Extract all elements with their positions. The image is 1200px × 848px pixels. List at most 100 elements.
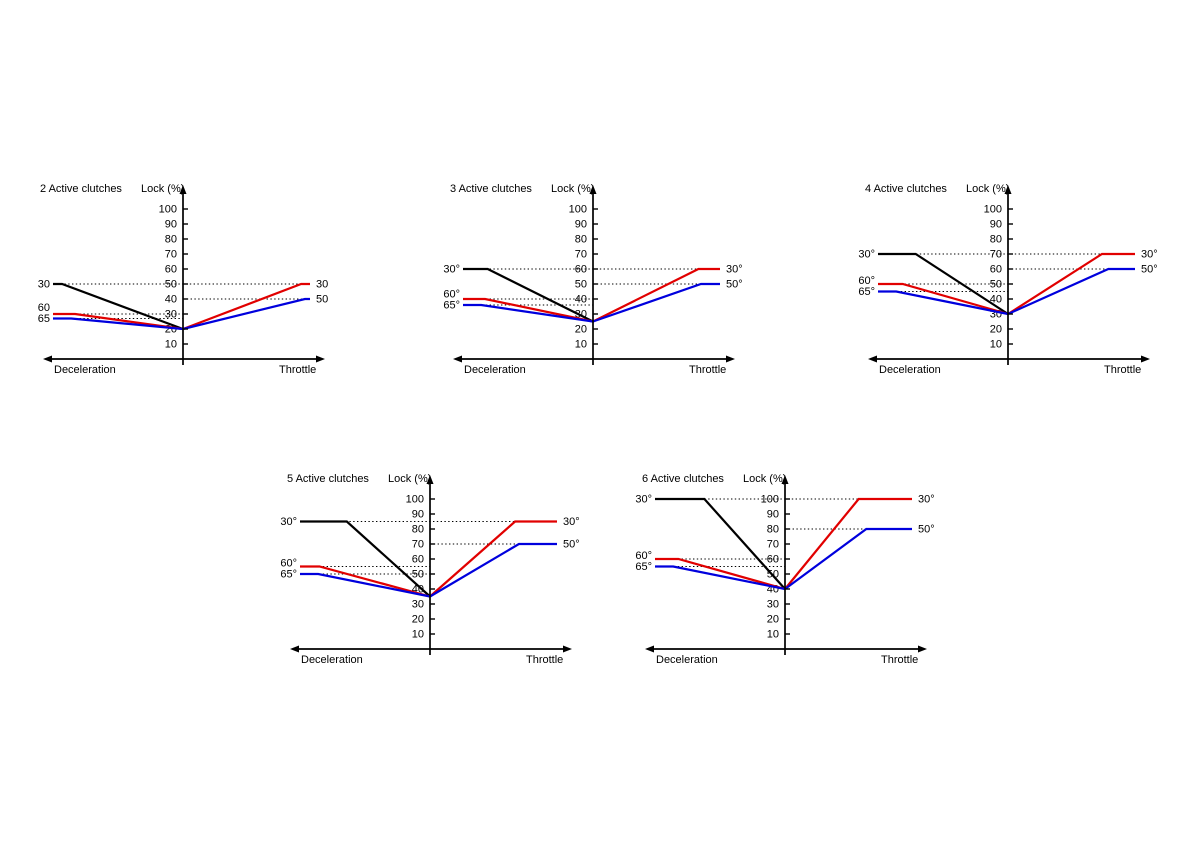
left-line-65deg <box>463 303 594 323</box>
chart-title: 4 Active clutches <box>865 183 947 195</box>
right-line-50deg <box>429 542 557 598</box>
left-line-65deg <box>655 565 786 591</box>
left-line-30deg <box>878 252 1009 315</box>
tick-label-80: 80 <box>412 524 424 536</box>
right-line-label-50deg: 50° <box>1141 264 1158 276</box>
left-line-30deg <box>300 520 431 598</box>
right-line-label-30deg: 30 <box>316 279 328 291</box>
left-line-label-65deg: 65° <box>443 300 460 312</box>
tick-label-50: 50 <box>575 279 587 291</box>
tick-label-30: 30 <box>767 599 779 611</box>
left-line-30deg <box>655 497 786 590</box>
x-axis-left-arrowhead <box>43 355 52 363</box>
tick-label-70: 70 <box>165 249 177 261</box>
chart-2-active-clutches: 2 Active clutches Lock (%) Deceleration … <box>33 180 363 385</box>
left-line-label-60deg: 60° <box>635 550 652 562</box>
right-line-label-30deg: 30° <box>918 494 935 506</box>
right-line-30deg <box>1007 252 1135 315</box>
tick-label-10: 10 <box>165 339 177 351</box>
left-line-label-60deg: 60° <box>858 275 875 287</box>
tick-label-40: 40 <box>990 294 1002 306</box>
left-line-label-30deg: 30° <box>280 516 297 528</box>
x-axis-right-arrowhead <box>726 355 735 363</box>
tick-label-70: 70 <box>575 249 587 261</box>
tick-label-100: 100 <box>569 204 587 216</box>
y-axis-arrowhead <box>1004 185 1012 194</box>
tick-label-90: 90 <box>990 219 1002 231</box>
x-axis-label-throttle: Throttle <box>1104 364 1142 376</box>
x-axis-left-arrowhead <box>645 645 654 653</box>
right-line-50deg <box>592 282 720 323</box>
right-line-label-50deg: 50° <box>726 279 743 291</box>
tick-label-10: 10 <box>767 629 779 641</box>
x-axis-label-deceleration: Deceleration <box>301 654 363 666</box>
chart-6-active-clutches: 6 Active clutches Lock (%) Deceleration … <box>635 470 965 675</box>
left-line-60deg <box>655 557 786 591</box>
tick-label-80: 80 <box>990 234 1002 246</box>
right-line-30deg <box>429 520 557 598</box>
tick-label-90: 90 <box>767 509 779 521</box>
left-line-60deg <box>300 565 431 598</box>
left-line-60deg <box>878 282 1009 316</box>
tick-label-90: 90 <box>412 509 424 521</box>
x-axis-label-throttle: Throttle <box>526 654 564 666</box>
left-line-30deg <box>463 267 594 323</box>
tick-label-20: 20 <box>575 324 587 336</box>
left-line-label-30deg: 30° <box>635 494 652 506</box>
left-line-label-60deg: 60° <box>280 558 297 570</box>
x-axis-label-deceleration: Deceleration <box>54 364 116 376</box>
right-line-label-30deg: 30° <box>726 264 743 276</box>
tick-label-10: 10 <box>412 629 424 641</box>
right-line-50deg <box>182 297 310 331</box>
tick-label-10: 10 <box>990 339 1002 351</box>
left-line-label-60deg: 60° <box>443 289 460 301</box>
tick-label-20: 20 <box>767 614 779 626</box>
chart-title: 2 Active clutches <box>40 183 122 195</box>
x-axis-right-arrowhead <box>1141 355 1150 363</box>
x-axis-left-arrowhead <box>290 645 299 653</box>
right-line-30deg <box>784 497 912 590</box>
x-axis-right-arrowhead <box>316 355 325 363</box>
tick-label-20: 20 <box>990 324 1002 336</box>
chart-title: 5 Active clutches <box>287 473 369 485</box>
left-line-60deg <box>463 297 594 323</box>
right-line-label-30deg: 30° <box>1141 249 1158 261</box>
left-line-60deg <box>53 312 184 331</box>
y-axis-arrowhead <box>179 185 187 194</box>
right-line-label-50deg: 50 <box>316 294 328 306</box>
chart-4-active-clutches: 4 Active clutches Lock (%) Deceleration … <box>858 180 1188 385</box>
left-line-label-65deg: 65 <box>38 313 50 325</box>
left-line-65deg <box>878 290 1009 316</box>
y-axis-label: Lock (%) <box>141 183 185 195</box>
left-line-label-65deg: 65° <box>635 561 652 573</box>
tick-label-90: 90 <box>165 219 177 231</box>
right-line-30deg <box>592 267 720 323</box>
right-line-label-50deg: 50° <box>563 539 580 551</box>
tick-label-80: 80 <box>575 234 587 246</box>
x-axis-right-arrowhead <box>918 645 927 653</box>
y-axis-arrowhead <box>781 475 789 484</box>
chart-title: 6 Active clutches <box>642 473 724 485</box>
x-axis-label-throttle: Throttle <box>881 654 919 666</box>
tick-label-70: 70 <box>412 539 424 551</box>
y-axis-label: Lock (%) <box>966 183 1010 195</box>
tick-label-10: 10 <box>575 339 587 351</box>
y-axis-arrowhead <box>589 185 597 194</box>
tick-label-80: 80 <box>165 234 177 246</box>
left-line-30deg <box>53 282 184 331</box>
tick-label-30: 30 <box>412 599 424 611</box>
left-line-65deg <box>300 572 431 598</box>
x-axis-label-throttle: Throttle <box>689 364 727 376</box>
chart-3-active-clutches: 3 Active clutches Lock (%) Deceleration … <box>443 180 773 385</box>
x-axis-left-arrowhead <box>453 355 462 363</box>
x-axis-right-arrowhead <box>563 645 572 653</box>
x-axis-label-deceleration: Deceleration <box>879 364 941 376</box>
left-line-label-60deg: 60 <box>38 302 50 314</box>
right-line-50deg <box>1007 267 1135 316</box>
tick-label-90: 90 <box>575 219 587 231</box>
left-line-label-30deg: 30 <box>38 279 50 291</box>
